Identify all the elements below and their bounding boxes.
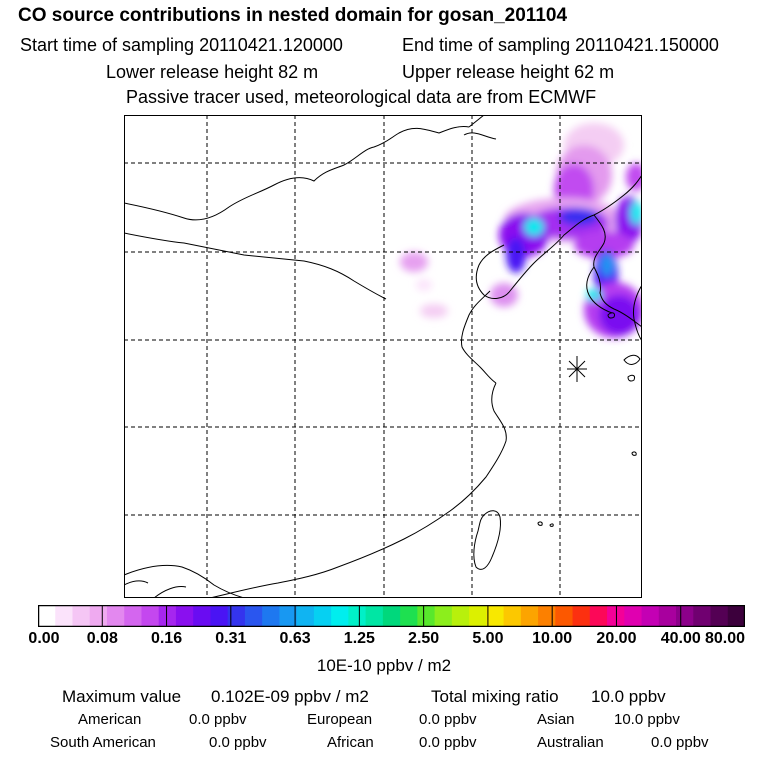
colorbar-swatch bbox=[262, 605, 281, 627]
colorbar-tick-label: 0.08 bbox=[86, 630, 118, 647]
colorbar-tick-label: 0.00 bbox=[28, 630, 60, 647]
colorbar-swatch bbox=[141, 605, 160, 627]
asian-label: Asian bbox=[537, 711, 575, 728]
colorbar-swatch bbox=[693, 605, 712, 627]
colorbar-swatch bbox=[572, 605, 591, 627]
south-american-value: 0.0 ppbv bbox=[209, 734, 267, 751]
colorbar-tick-label: 0.16 bbox=[150, 630, 183, 647]
colorbar-frame bbox=[38, 605, 745, 627]
colorbar-swatch bbox=[486, 605, 505, 627]
colorbar-swatch bbox=[365, 605, 384, 627]
colorbar-tick-label: 80.00 bbox=[704, 630, 746, 647]
colorbar-swatch bbox=[89, 605, 108, 627]
colorbar-swatch bbox=[158, 605, 177, 627]
colorbar-tick-label: 0.31 bbox=[215, 630, 247, 647]
colorbar-swatch bbox=[72, 605, 91, 627]
receptor-star-icon bbox=[567, 356, 587, 382]
colorbar-swatch bbox=[400, 605, 418, 627]
colorbar-unit: 10E-10 ppbv / m2 bbox=[316, 656, 452, 675]
coastlines bbox=[124, 115, 642, 598]
australian-label: Australian bbox=[537, 734, 604, 751]
total-mixing-label: Total mixing ratio bbox=[431, 687, 559, 706]
american-label: American bbox=[78, 711, 142, 728]
map-panel bbox=[124, 115, 642, 598]
colorbar-swatch bbox=[210, 605, 229, 627]
australian-value: 0.0 ppbv bbox=[651, 734, 709, 751]
lower-release-height-label: Lower release height 82 m bbox=[106, 62, 319, 82]
european-label: European bbox=[307, 711, 373, 728]
upper-release-height-label: Upper release height 62 m bbox=[402, 62, 615, 82]
colorbar-swatch bbox=[244, 605, 263, 627]
colorbar-swatch bbox=[348, 605, 367, 627]
latlon-grid bbox=[124, 115, 642, 598]
max-value: 0.102E-09 ppbv / m2 bbox=[211, 687, 369, 706]
african-value: 0.0 ppbv bbox=[419, 734, 477, 751]
colorbar-swatch bbox=[434, 605, 453, 627]
colorbar-swatch bbox=[676, 605, 694, 627]
colorbar-swatch bbox=[710, 605, 729, 627]
tracer-note: Passive tracer used, meteorological data… bbox=[126, 87, 597, 107]
colorbar-swatch bbox=[520, 605, 539, 627]
colorbar-swatch bbox=[296, 605, 315, 627]
african-label: African bbox=[327, 734, 374, 751]
start-time-label: Start time of sampling 20110421.120000 bbox=[20, 35, 343, 55]
colorbar-swatch bbox=[55, 605, 74, 627]
colorbar-swatch bbox=[331, 605, 349, 627]
colorbar bbox=[38, 605, 745, 627]
max-value-label: Maximum value bbox=[62, 687, 182, 706]
colorbar-swatch bbox=[451, 605, 470, 627]
american-value: 0.0 ppbv bbox=[189, 711, 247, 728]
colorbar-swatch bbox=[641, 605, 660, 627]
colorbar-tick-label: 1.25 bbox=[343, 630, 375, 647]
map-title: CO source contributions in nested domain… bbox=[18, 5, 568, 26]
colorbar-swatch bbox=[175, 605, 194, 627]
colorbar-swatch bbox=[193, 605, 212, 627]
colorbar-tick-label: 2.50 bbox=[408, 630, 440, 647]
south-american-label: South American bbox=[50, 734, 156, 751]
concentration-field bbox=[400, 123, 642, 338]
european-value: 0.0 ppbv bbox=[419, 711, 477, 728]
colorbar-swatch bbox=[589, 605, 608, 627]
colorbar-swatch bbox=[227, 605, 246, 627]
asian-value: 10.0 ppbv bbox=[614, 711, 680, 728]
colorbar-swatch bbox=[538, 605, 556, 627]
colorbar-swatch bbox=[124, 605, 143, 627]
colorbar-swatch bbox=[469, 605, 487, 627]
colorbar-tick-label: 5.00 bbox=[472, 630, 504, 647]
colorbar-swatch bbox=[503, 605, 522, 627]
colorbar-tick-label: 20.00 bbox=[596, 630, 637, 647]
colorbar-swatch bbox=[106, 605, 125, 627]
end-time-label: End time of sampling 20110421.150000 bbox=[402, 35, 719, 55]
colorbar-swatch bbox=[313, 605, 332, 627]
colorbar-swatch bbox=[38, 605, 56, 627]
colorbar-swatch bbox=[279, 605, 298, 627]
colorbar-swatch bbox=[555, 605, 574, 627]
total-mixing-value: 10.0 ppbv bbox=[591, 687, 666, 706]
colorbar-swatch bbox=[382, 605, 401, 627]
colorbar-swatch bbox=[417, 605, 436, 627]
colorbar-swatch bbox=[624, 605, 643, 627]
colorbar-tick-label: 0.63 bbox=[279, 630, 311, 647]
colorbar-swatch bbox=[658, 605, 677, 627]
colorbar-swatch bbox=[727, 605, 745, 627]
colorbar-tick-label: 10.00 bbox=[532, 630, 573, 647]
map-frame bbox=[124, 115, 642, 598]
colorbar-tick-label: 40.00 bbox=[660, 630, 701, 647]
